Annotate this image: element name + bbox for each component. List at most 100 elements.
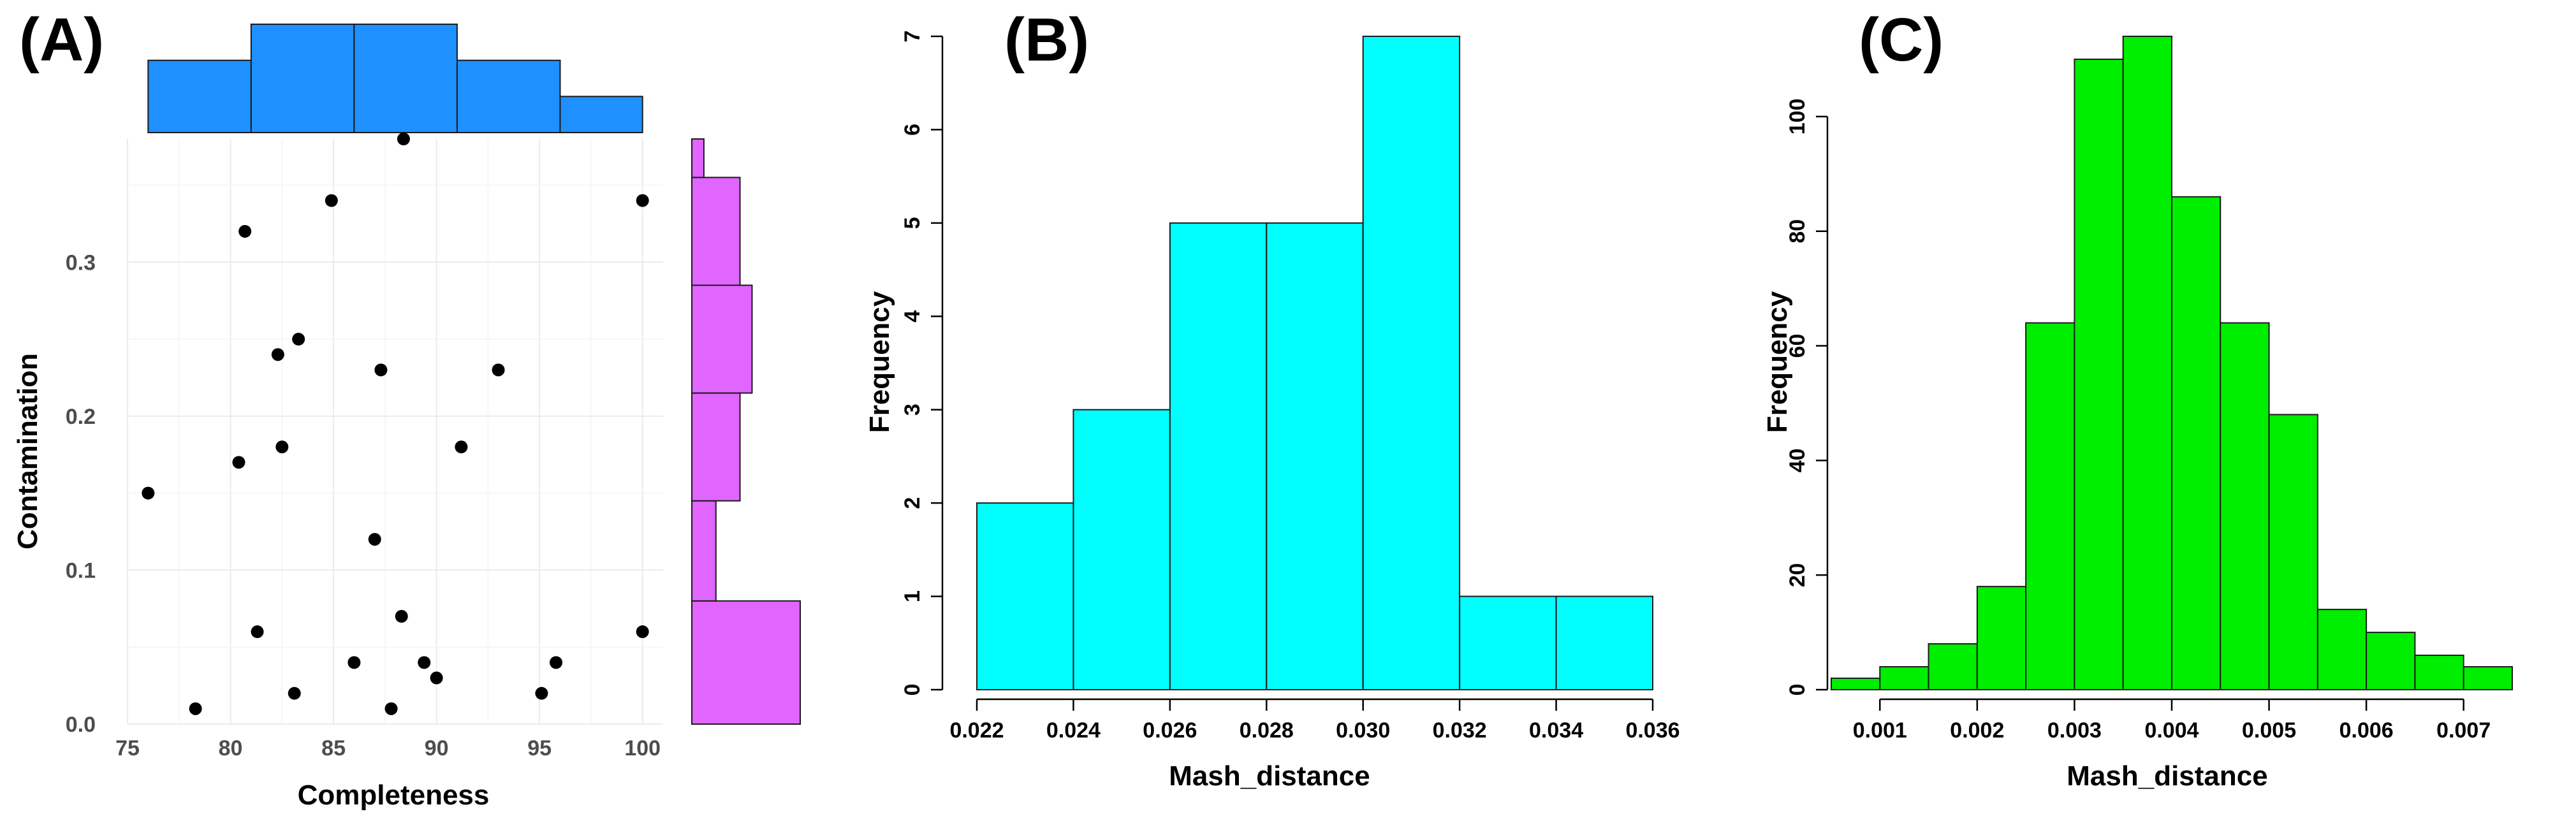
scatter-tick-labels: 75 80 85 90 95 100 0.0 0.1 0.2 0.3: [66, 251, 661, 760]
histogram-bar: [2268, 414, 2318, 691]
panel-a-y-axis-title: Contamination: [12, 353, 43, 549]
scatter-point: [189, 702, 202, 715]
scatter-point: [636, 625, 649, 639]
y-tick-label: 2: [900, 497, 925, 509]
histogram-bar: [1362, 36, 1461, 690]
scatter-point: [418, 656, 431, 669]
y-tick-label: 80: [1785, 219, 1810, 243]
scatter-point: [288, 687, 301, 700]
y-tick-label: 0.3: [66, 251, 96, 275]
x-tick-label: 0.005: [2242, 718, 2296, 743]
histogram-bar: [1555, 595, 1654, 690]
panel-c-chart: 0.001 0.002 0.003 0.004 0.005 0.006 0.007 0 20 40…: [1762, 36, 2514, 792]
panel-a-label: (A): [19, 6, 104, 74]
histogram-bar: [1976, 586, 2027, 690]
x-tick-label: 0.006: [2339, 718, 2394, 743]
scatter-point: [535, 687, 548, 700]
panel-b-label: (B): [1004, 6, 1089, 74]
marginal-bar: [691, 138, 705, 178]
scatter-point: [292, 333, 305, 346]
y-tick-label: 0: [900, 684, 925, 696]
y-tick-label: 60: [1785, 334, 1810, 358]
histogram-bar: [1928, 643, 1978, 691]
scatter-point: [251, 625, 264, 639]
x-tick-label: 100: [624, 736, 661, 760]
marginal-bar: [691, 284, 753, 394]
histogram-bar: [2122, 36, 2173, 690]
x-tick-label: 0.001: [1853, 718, 1907, 743]
histogram-bar: [1879, 666, 1929, 690]
x-tick-label: 80: [219, 736, 243, 760]
histogram-bar: [1459, 595, 1557, 690]
marginal-bar: [456, 59, 561, 133]
x-tick-label: 0.002: [1950, 718, 2004, 743]
scatter-point: [142, 486, 155, 500]
panel-a-x-axis-title: Completeness: [298, 780, 490, 811]
scatter-grid: [127, 139, 663, 725]
y-tick-label: 5: [900, 217, 925, 229]
x-tick-label: 0.034: [1529, 718, 1583, 743]
panel-b-chart: 0.022 0.024 0.026 0.028 0.030 0.032 0.034 0.036…: [864, 31, 1680, 792]
scatter-point: [374, 363, 388, 377]
y-tick-label: 0.2: [66, 405, 96, 429]
y-tick-label: 0: [1785, 684, 1810, 696]
completeness-marginal-histogram: [147, 24, 643, 133]
histogram-bar: [976, 502, 1074, 691]
histogram-bar: [2220, 322, 2270, 690]
y-tick-label: 3: [900, 403, 925, 416]
x-tick-label: 0.028: [1240, 718, 1294, 743]
y-tick-label: 40: [1785, 448, 1810, 472]
scatter-point: [325, 194, 338, 207]
x-tick-label: 85: [321, 736, 346, 760]
marginal-bar: [691, 177, 741, 286]
scatter-point: [397, 133, 410, 145]
contamination-marginal-histogram: [691, 138, 801, 725]
marginal-bar: [250, 24, 355, 133]
histogram-bar: [2025, 322, 2075, 690]
x-tick-label: 0.007: [2436, 718, 2491, 743]
y-tick-label: 1: [900, 590, 925, 602]
scatter-point: [384, 702, 398, 715]
scatter-points: [142, 133, 649, 715]
scatter-point: [238, 224, 252, 238]
marginal-bar: [353, 24, 458, 133]
y-tick-label: 20: [1785, 563, 1810, 587]
histogram-bar: [1169, 222, 1268, 691]
scatter-point: [492, 363, 505, 377]
scatter-point: [430, 671, 443, 685]
y-tick-label: 0.0: [66, 713, 96, 737]
x-tick-label: 0.022: [949, 718, 1004, 743]
marginal-bar: [691, 392, 741, 502]
scatter-point: [395, 609, 408, 623]
marginal-bar: [559, 96, 643, 133]
marginal-bar: [147, 59, 252, 133]
y-tick-label: 6: [900, 124, 925, 136]
marginal-bar: [691, 600, 801, 725]
x-tick-label: 0.026: [1143, 718, 1197, 743]
scatter-point: [232, 456, 245, 469]
scatter-point: [271, 348, 284, 361]
y-tick-label: 4: [900, 310, 925, 323]
x-tick-label: 0.036: [1625, 718, 1680, 743]
y-tick-label: 7: [900, 31, 925, 43]
histogram-bars: [1831, 36, 2514, 691]
scatter-point: [636, 194, 649, 207]
y-tick-label: 0.1: [66, 558, 96, 583]
panel-a-chart: 75 80 85 90 95 100 0.0 0.1 0.2 0.3 Completeness C…: [12, 24, 801, 811]
x-tick-label: 0.030: [1336, 718, 1390, 743]
scatter-point: [275, 440, 289, 454]
histogram-bar: [2074, 58, 2124, 691]
histogram-bar: [2463, 666, 2514, 690]
histogram-bar: [2414, 655, 2464, 690]
histogram-bar: [1072, 409, 1171, 690]
scatter-point: [368, 533, 381, 546]
histogram-bar: [2316, 609, 2367, 690]
x-tick-label: 90: [425, 736, 449, 760]
histogram-axes: 0.022 0.024 0.026 0.028 0.030 0.032 0.034 0.036…: [900, 31, 1680, 743]
histogram-bar: [1831, 678, 1881, 691]
panel-b-y-axis-title: Frequency: [864, 291, 895, 433]
histogram-bar: [1266, 222, 1364, 691]
x-tick-label: 0.004: [2144, 718, 2199, 743]
panel-c-x-axis-title: Mash_distance: [2067, 760, 2267, 792]
